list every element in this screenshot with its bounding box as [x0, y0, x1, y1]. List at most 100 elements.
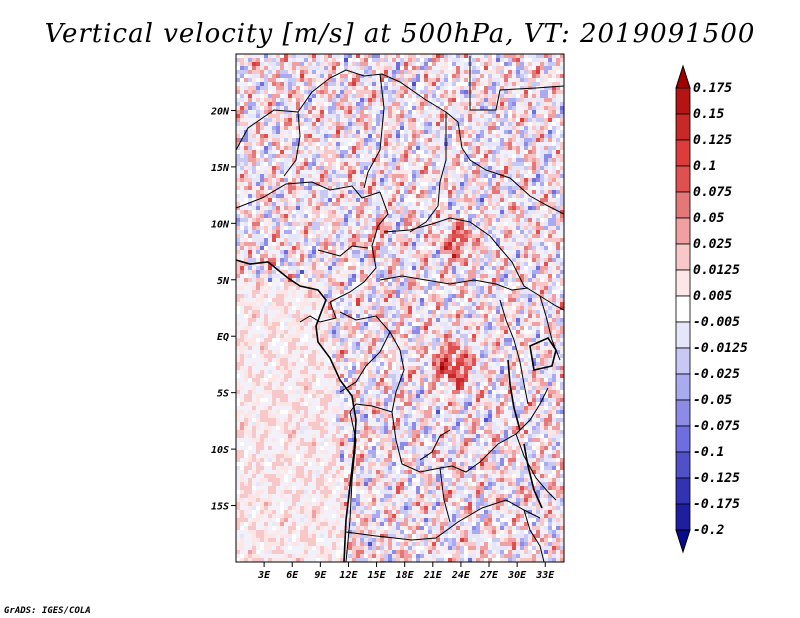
field-cell — [328, 62, 332, 66]
field-cell — [432, 342, 436, 346]
field-cell — [420, 98, 424, 102]
field-cell — [316, 218, 320, 222]
field-cell — [528, 118, 532, 122]
field-cell — [500, 254, 504, 258]
field-cell — [528, 78, 532, 82]
field-cell — [372, 318, 376, 322]
field-cell — [384, 210, 388, 214]
field-cell — [336, 230, 340, 234]
field-cell — [288, 306, 292, 310]
field-cell — [560, 166, 564, 170]
field-cell — [404, 58, 408, 62]
field-cell — [392, 78, 396, 82]
field-cell — [440, 222, 444, 226]
field-cell — [560, 346, 564, 350]
field-cell — [316, 270, 320, 274]
field-cell — [308, 182, 312, 186]
field-cell — [388, 186, 392, 190]
field-cell — [476, 214, 480, 218]
field-cell — [352, 346, 356, 350]
field-cell — [364, 70, 368, 74]
field-cell — [244, 258, 248, 262]
field-cell — [480, 162, 484, 166]
field-cell — [336, 98, 340, 102]
field-cell — [416, 106, 420, 110]
field-cell — [348, 162, 352, 166]
field-cell — [260, 350, 264, 354]
field-cell — [536, 334, 540, 338]
field-cell — [308, 318, 312, 322]
field-cell — [460, 266, 464, 270]
field-cell — [544, 166, 548, 170]
field-cell — [372, 354, 376, 358]
field-cell — [388, 78, 392, 82]
field-cell — [556, 218, 560, 222]
field-cell — [460, 214, 464, 218]
field-cell — [268, 302, 272, 306]
field-cell — [296, 66, 300, 70]
field-cell — [440, 206, 444, 210]
field-cell — [248, 138, 252, 142]
field-cell — [504, 230, 508, 234]
field-cell — [460, 222, 464, 226]
field-cell — [552, 262, 556, 266]
field-cell — [488, 258, 492, 262]
field-cell — [416, 230, 420, 234]
field-cell — [420, 150, 424, 154]
field-cell — [468, 326, 472, 330]
field-cell — [344, 98, 348, 102]
field-cell — [556, 66, 560, 70]
field-cell — [532, 294, 536, 298]
field-cell — [300, 358, 304, 362]
field-cell — [544, 146, 548, 150]
field-cell — [280, 358, 284, 362]
field-cell — [484, 322, 488, 326]
field-cell — [236, 234, 240, 238]
field-cell — [248, 194, 252, 198]
field-cell — [240, 54, 244, 58]
field-cell — [400, 270, 404, 274]
field-cell — [364, 202, 368, 206]
field-cell — [360, 358, 364, 362]
field-cell — [444, 238, 448, 242]
field-cell — [416, 282, 420, 286]
field-cell — [236, 70, 240, 74]
field-cell — [332, 202, 336, 206]
field-cell — [332, 286, 336, 290]
field-cell — [404, 118, 408, 122]
field-cell — [460, 338, 464, 342]
field-cell — [380, 190, 384, 194]
field-cell — [276, 166, 280, 170]
field-cell — [456, 234, 460, 238]
field-cell — [312, 154, 316, 158]
field-cell — [356, 278, 360, 282]
field-cell — [508, 174, 512, 178]
field-cell — [280, 82, 284, 86]
field-cell — [384, 330, 388, 334]
field-cell — [428, 106, 432, 110]
field-cell — [336, 82, 340, 86]
field-cell — [424, 142, 428, 146]
field-cell — [252, 270, 256, 274]
field-cell — [468, 202, 472, 206]
field-cell — [448, 254, 452, 258]
field-cell — [464, 190, 468, 194]
field-cell — [360, 78, 364, 82]
field-cell — [488, 118, 492, 122]
field-cell — [392, 174, 396, 178]
field-cell — [284, 70, 288, 74]
field-cell — [420, 350, 424, 354]
field-cell — [524, 86, 528, 90]
field-cell — [388, 142, 392, 146]
field-cell — [452, 214, 456, 218]
field-cell — [256, 262, 260, 266]
field-cell — [424, 166, 428, 170]
field-cell — [400, 206, 404, 210]
field-cell — [348, 106, 352, 110]
field-cell — [364, 354, 368, 358]
field-cell — [464, 78, 468, 82]
field-cell — [272, 218, 276, 222]
field-cell — [508, 170, 512, 174]
field-cell — [364, 98, 368, 102]
field-cell — [468, 174, 472, 178]
